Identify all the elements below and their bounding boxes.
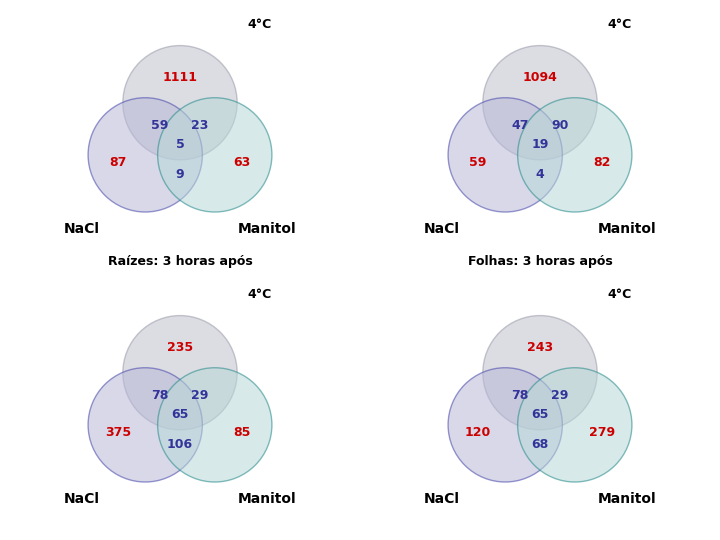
Text: 78: 78 xyxy=(151,389,168,402)
Text: 235: 235 xyxy=(167,341,193,354)
Text: 59: 59 xyxy=(151,119,168,132)
Text: 9: 9 xyxy=(176,168,184,181)
Circle shape xyxy=(158,368,272,482)
Circle shape xyxy=(518,98,632,212)
Text: Folhas: 3 horas após: Folhas: 3 horas após xyxy=(467,255,613,268)
Text: 59: 59 xyxy=(469,156,487,169)
Text: 279: 279 xyxy=(589,426,615,439)
Text: Manitol: Manitol xyxy=(598,492,657,507)
Text: 78: 78 xyxy=(511,389,528,402)
Text: 4°C: 4°C xyxy=(248,288,271,301)
Text: 29: 29 xyxy=(552,389,569,402)
Text: 90: 90 xyxy=(552,119,569,132)
Text: NaCl: NaCl xyxy=(423,222,459,237)
Text: 85: 85 xyxy=(233,426,251,439)
Text: 82: 82 xyxy=(593,156,611,169)
Circle shape xyxy=(448,98,562,212)
Text: 23: 23 xyxy=(192,119,209,132)
Text: NaCl: NaCl xyxy=(63,492,99,507)
Text: Manitol: Manitol xyxy=(238,492,297,507)
Text: 4°C: 4°C xyxy=(608,18,631,31)
Circle shape xyxy=(158,98,272,212)
Text: Raízes: 3 horas após: Raízes: 3 horas após xyxy=(107,255,253,268)
Text: 5: 5 xyxy=(176,138,184,151)
Text: 65: 65 xyxy=(171,408,189,421)
Text: 68: 68 xyxy=(531,438,549,451)
Text: 1111: 1111 xyxy=(163,71,197,84)
Circle shape xyxy=(123,45,237,160)
Text: Manitol: Manitol xyxy=(238,222,297,237)
Circle shape xyxy=(88,368,202,482)
Text: 4: 4 xyxy=(536,168,544,181)
Text: NaCl: NaCl xyxy=(63,222,99,237)
Text: 19: 19 xyxy=(531,138,549,151)
Text: 87: 87 xyxy=(109,156,127,169)
Text: 4°C: 4°C xyxy=(248,18,271,31)
Circle shape xyxy=(88,98,202,212)
Text: Manitol: Manitol xyxy=(598,222,657,237)
Text: 375: 375 xyxy=(105,426,131,439)
Text: 47: 47 xyxy=(511,119,529,132)
Circle shape xyxy=(448,368,562,482)
Circle shape xyxy=(123,315,237,430)
Circle shape xyxy=(518,368,632,482)
Text: 1094: 1094 xyxy=(523,71,557,84)
Circle shape xyxy=(483,315,597,430)
Text: 63: 63 xyxy=(233,156,251,169)
Text: 243: 243 xyxy=(527,341,553,354)
Text: 106: 106 xyxy=(167,438,193,451)
Circle shape xyxy=(483,45,597,160)
Text: 4°C: 4°C xyxy=(608,288,631,301)
Text: NaCl: NaCl xyxy=(423,492,459,507)
Text: 120: 120 xyxy=(465,426,491,439)
Text: 29: 29 xyxy=(192,389,209,402)
Text: 65: 65 xyxy=(531,408,549,421)
